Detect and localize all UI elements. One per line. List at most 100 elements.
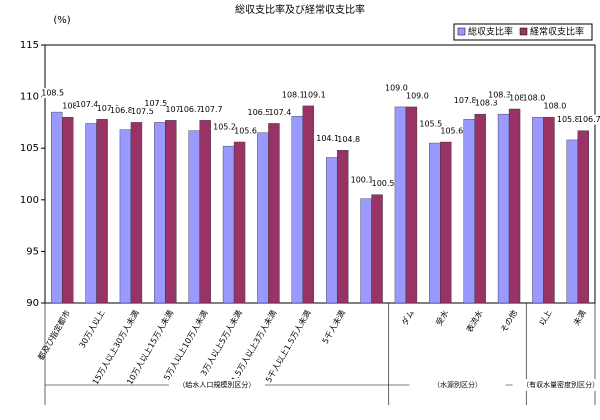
- value-label: 107.4: [76, 100, 99, 109]
- bar: [188, 130, 200, 304]
- value-label-bg: [131, 106, 154, 117]
- value-label: 104.8: [337, 135, 360, 144]
- value-label: 108.0: [543, 102, 566, 111]
- value-label-bg: [385, 82, 408, 93]
- x-tick-label: 30万人以上: [78, 309, 107, 350]
- bar: [199, 120, 211, 304]
- x-tick-label: 5千人未満: [320, 308, 347, 345]
- value-label-bg: [557, 114, 580, 125]
- value-label-bg: [543, 101, 566, 112]
- y-tick-label: 90: [26, 298, 39, 309]
- group-label: （水源別区分）: [433, 380, 482, 389]
- bar: [165, 120, 177, 304]
- value-label: 105.6: [440, 127, 463, 136]
- legend-swatch: [457, 27, 466, 36]
- bar: [532, 117, 544, 304]
- x-tick-label: 未満: [571, 308, 588, 327]
- bar: [61, 117, 74, 304]
- bar: [543, 117, 555, 304]
- value-label: 109.0: [406, 91, 429, 100]
- value-label-bg: [200, 104, 223, 115]
- bar: [405, 106, 418, 304]
- bar: [222, 145, 235, 304]
- value-label-bg: [303, 89, 326, 100]
- value-label-bg: [522, 93, 545, 104]
- bar: [130, 122, 143, 304]
- value-label-bg: [372, 178, 395, 189]
- bar: [325, 157, 338, 304]
- value-label-bg: [76, 99, 99, 110]
- bar: [85, 123, 97, 304]
- value-label: 108.0: [62, 102, 85, 111]
- value-label: 106.7: [179, 105, 202, 114]
- bar: [96, 119, 108, 304]
- bar: [119, 129, 132, 304]
- y-tick-label: 100: [20, 195, 39, 206]
- group-label-bg: [168, 379, 265, 391]
- value-label-bg: [213, 122, 236, 133]
- bar: [360, 198, 372, 304]
- value-label: 108.1: [282, 90, 305, 99]
- value-label-bg: [578, 114, 600, 125]
- x-tick-label: ダム: [399, 308, 416, 327]
- legend-label: 総収支比率: [468, 26, 513, 38]
- bar: [394, 106, 407, 304]
- bar: [154, 122, 166, 304]
- bar: [50, 111, 63, 304]
- x-tick-label: その他: [498, 308, 519, 334]
- value-label-bg: [316, 133, 339, 144]
- value-label-bg: [144, 98, 167, 109]
- group-label-bg: [409, 379, 506, 391]
- plot-area: [44, 44, 596, 304]
- value-label-bg: [268, 107, 291, 118]
- bar: [474, 113, 486, 304]
- bar: [233, 141, 246, 304]
- bar: [497, 113, 510, 304]
- value-label: 100.1: [351, 175, 374, 184]
- x-tick-label: 都及び指定都市: [35, 308, 72, 361]
- value-label: 105.5: [419, 120, 442, 129]
- value-label: 107.5: [144, 99, 167, 108]
- value-label: 105.2: [213, 123, 236, 132]
- bar: [336, 150, 349, 304]
- value-label: 108.8: [509, 93, 532, 102]
- value-label-bg: [62, 101, 85, 112]
- value-label-bg: [351, 174, 374, 185]
- bar: [508, 108, 521, 304]
- y-tick-label: 110: [20, 92, 39, 103]
- value-label: 107.8: [97, 104, 120, 113]
- value-label-bg: [247, 107, 270, 118]
- value-label: 109.0: [385, 83, 408, 92]
- value-label: 107.7: [165, 105, 188, 114]
- value-label-bg: [509, 92, 532, 103]
- value-label-bg: [488, 90, 511, 101]
- bar: [302, 105, 315, 304]
- value-label: 108.3: [475, 99, 498, 108]
- y-unit: (%): [53, 15, 70, 26]
- value-label: 108.0: [522, 94, 545, 103]
- bar: [268, 123, 280, 304]
- bar: [566, 139, 579, 304]
- value-label: 107.4: [268, 108, 291, 117]
- value-label-bg: [165, 104, 188, 115]
- value-label-bg: [97, 103, 120, 114]
- group-label: （給水人口規模別区分）: [178, 380, 255, 389]
- bar: [291, 116, 304, 304]
- value-label-bg: [282, 89, 305, 100]
- x-tick-label: 表流水: [464, 308, 485, 334]
- value-label: 100.5: [372, 179, 395, 188]
- y-tick-label: 115: [20, 40, 39, 51]
- value-label: 108.5: [41, 89, 64, 98]
- bar: [257, 132, 269, 304]
- value-label-bg: [179, 104, 202, 115]
- value-label-bg: [234, 126, 257, 137]
- value-label: 108.3: [488, 91, 511, 100]
- value-label: 105.8: [557, 115, 580, 124]
- value-label-bg: [41, 88, 64, 99]
- value-label-bg: [440, 126, 463, 137]
- bar: [577, 130, 590, 304]
- value-label: 105.6: [234, 127, 257, 136]
- chart-title: 総収支比率及び経常収支比率: [235, 3, 365, 16]
- bar: [371, 194, 383, 304]
